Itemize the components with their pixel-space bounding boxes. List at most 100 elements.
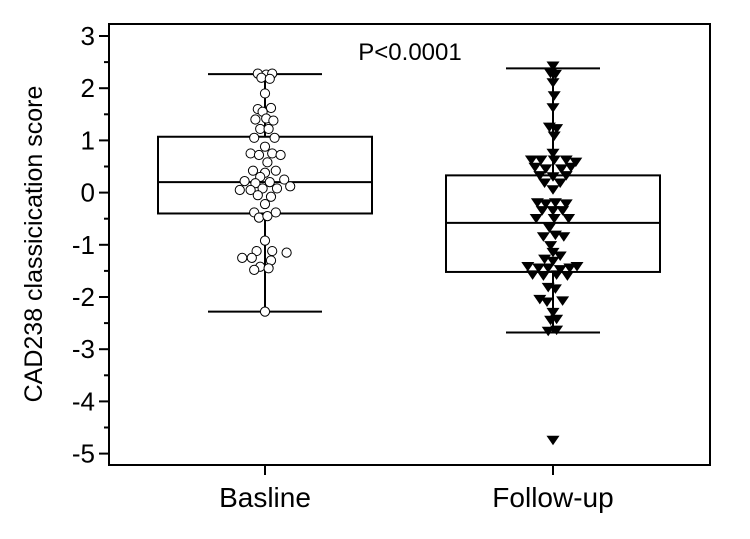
data-point [270, 207, 281, 218]
data-point [559, 199, 573, 209]
data-point [259, 88, 271, 99]
data-point [546, 256, 560, 267]
data-point [548, 69, 562, 80]
data-point [547, 213, 561, 224]
y-tick-label: -3 [72, 334, 95, 364]
data-point [553, 178, 567, 188]
data-point [559, 155, 573, 165]
data-point [544, 241, 558, 251]
y-tick-label: -4 [72, 386, 95, 416]
data-point [538, 178, 552, 188]
plot-frame [108, 23, 711, 466]
data-point [541, 263, 555, 274]
plot-marks: 3 2 1 0 -1 -2 -3 -4 -5 Basline Follow-up [72, 21, 711, 513]
data-point [237, 252, 248, 263]
data-point [546, 172, 560, 182]
data-point [251, 245, 262, 257]
data-point [553, 265, 567, 275]
data-point [529, 213, 543, 224]
data-point [262, 157, 273, 168]
data-point [259, 198, 271, 210]
y-tick-label: 2 [81, 73, 95, 103]
data-point [245, 148, 256, 159]
data-point [546, 148, 560, 159]
data-point [536, 232, 550, 242]
data-point [267, 148, 278, 159]
data-point [265, 191, 277, 202]
x-category-label: Basline [219, 482, 311, 513]
data-point [536, 271, 550, 281]
y-tick-label: 0 [81, 178, 95, 208]
data-point [264, 73, 275, 84]
data-point [521, 261, 535, 272]
data-point [547, 155, 561, 165]
data-point [547, 91, 561, 101]
data-point [539, 164, 553, 174]
data-point [255, 123, 266, 135]
data-point [264, 177, 275, 188]
data-point [532, 263, 546, 274]
data-point [259, 141, 271, 152]
data-point [546, 103, 560, 113]
data-point [550, 270, 564, 280]
data-point [263, 123, 274, 135]
data-point [250, 114, 261, 125]
data-point [548, 198, 562, 208]
data-point [546, 435, 560, 446]
data-point [275, 149, 286, 161]
data-point [247, 165, 259, 176]
data-point [271, 183, 283, 194]
data-point [570, 261, 584, 272]
data-point [279, 174, 290, 185]
data-point [265, 102, 277, 114]
data-point [268, 115, 279, 126]
data-point [541, 326, 555, 337]
data-point [245, 184, 256, 196]
data-point [533, 294, 547, 305]
data-point [246, 252, 257, 263]
data-point [542, 223, 556, 233]
data-point [550, 325, 564, 336]
data-point [540, 297, 554, 307]
data-point [546, 78, 560, 88]
data-point [546, 61, 560, 72]
data-point [267, 245, 278, 257]
data-point [259, 235, 271, 246]
data-point [262, 210, 273, 222]
data-point [546, 185, 560, 195]
data-point [263, 263, 274, 274]
data-point [250, 178, 261, 189]
data-point [559, 171, 573, 181]
data-point [256, 72, 267, 83]
data-point [253, 212, 265, 223]
data-point [533, 171, 547, 181]
y-tick-label: -2 [72, 282, 95, 312]
data-point [259, 306, 271, 317]
data-point [249, 132, 260, 143]
data-point [563, 263, 577, 274]
data-point [539, 199, 553, 209]
data-point [239, 176, 250, 187]
data-point [270, 165, 281, 176]
data-point [554, 164, 568, 174]
data-point [269, 132, 280, 143]
y-tick-label: 1 [81, 125, 95, 155]
data-point [564, 162, 578, 173]
data-point [569, 157, 583, 168]
data-point [553, 251, 567, 262]
data-point [257, 183, 268, 194]
data-point [234, 184, 245, 196]
y-tick-label: 3 [81, 21, 95, 51]
data-point [526, 270, 540, 280]
y-tick-label: -5 [72, 439, 95, 469]
data-point [252, 190, 263, 201]
data-point [249, 264, 260, 275]
y-tick-label: -1 [72, 230, 95, 260]
data-point [534, 155, 548, 165]
data-point [557, 232, 571, 242]
data-point [253, 149, 265, 161]
data-point [556, 206, 570, 216]
data-point [524, 155, 538, 165]
data-point [562, 213, 576, 224]
